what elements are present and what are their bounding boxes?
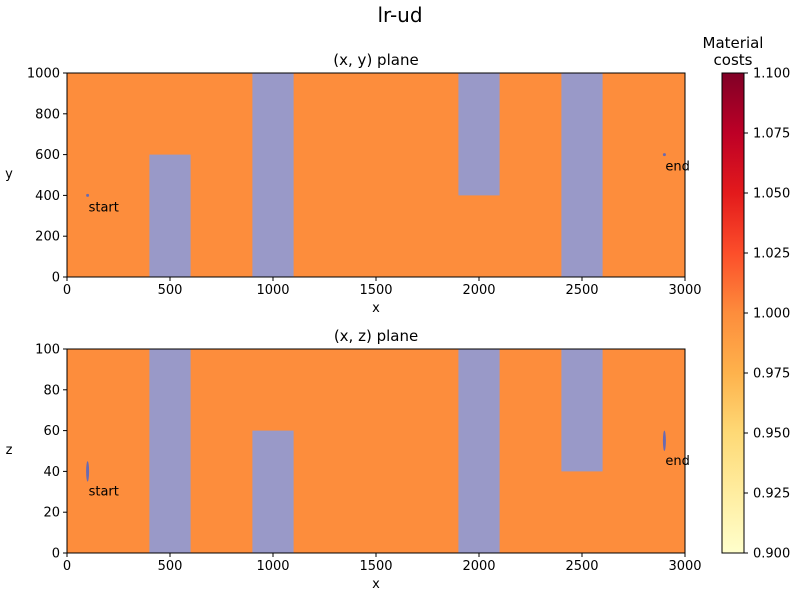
x-tick-label: 2000: [462, 283, 495, 298]
end-marker: [662, 153, 666, 157]
y-tick-label: 80: [43, 383, 60, 398]
x-tick-label: 1000: [256, 559, 289, 574]
colorbar: Material costs 0.900 0.925 0.950 0.975 1.000…: [703, 34, 791, 562]
y-tick-label: 400: [35, 189, 60, 204]
y-tick-label: 1000: [27, 67, 60, 82]
obstacle-region: [458, 349, 500, 553]
xz-plane-chart: start end 0 500 1000 1500 2000 2500 3000 0 20 40 60 8…: [6, 327, 702, 592]
xy-plane-chart: start end 0 500 1000 1500 2000 2500 3000 0 200 400 6…: [5, 51, 701, 316]
colorbar-tick-label: 1.050: [753, 187, 790, 202]
y-axis-label: y: [5, 167, 13, 182]
obstacle-region: [252, 430, 294, 553]
x-tick-label: 1000: [256, 283, 289, 298]
panel-title: (x, y) plane: [333, 51, 418, 69]
y-tick-label: 40: [43, 465, 60, 480]
colorbar-ticks: 0.900 0.925 0.950 0.975 1.000 1.025 1.050 1.075…: [744, 67, 790, 562]
x-tick-label: 1500: [359, 559, 392, 574]
panel-title: (x, z) plane: [334, 327, 418, 345]
obstacle-region: [561, 349, 603, 472]
x-tick-label: 2000: [462, 559, 495, 574]
obstacle-region: [561, 73, 603, 277]
colorbar-label-line2: costs: [714, 51, 753, 69]
colorbar-tick-label: 1.000: [753, 307, 790, 322]
start-label: start: [89, 200, 119, 215]
start-marker: [86, 193, 90, 197]
obstacle-region: [252, 73, 294, 277]
x-tick-label: 500: [158, 283, 183, 298]
x-tick-label: 0: [63, 559, 71, 574]
obstacle-region: [149, 349, 191, 553]
end-label: end: [665, 454, 690, 469]
colorbar-tick-label: 0.975: [753, 367, 790, 382]
x-tick-label: 3000: [668, 283, 701, 298]
colorbar-tick-label: 1.025: [753, 247, 790, 262]
y-tick-label: 0: [52, 271, 60, 286]
colorbar-label-line1: Material: [703, 34, 764, 52]
x-axis-label: x: [372, 301, 380, 316]
colorbar-gradient: [721, 72, 745, 554]
y-axis-label: z: [6, 443, 13, 458]
x-axis-label: x: [372, 577, 380, 592]
obstacle-region: [458, 73, 500, 196]
y-tick-label: 800: [35, 107, 60, 122]
colorbar-tick-label: 0.950: [753, 427, 790, 442]
x-tick-label: 0: [63, 283, 71, 298]
colorbar-tick-label: 1.100: [753, 67, 790, 82]
start-marker: [86, 461, 90, 482]
x-tick-label: 500: [158, 559, 183, 574]
x-tick-label: 1500: [359, 283, 392, 298]
end-label: end: [665, 160, 690, 175]
x-tick-label: 3000: [668, 559, 701, 574]
colorbar-tick-label: 0.925: [753, 487, 790, 502]
x-tick-label: 2500: [565, 559, 598, 574]
figure-title: lr-ud: [377, 3, 422, 27]
y-tick-label: 0: [52, 547, 60, 562]
obstacle-region: [149, 154, 191, 277]
y-tick-label: 20: [43, 506, 60, 521]
start-label: start: [89, 485, 119, 500]
end-marker: [662, 430, 666, 451]
y-tick-label: 600: [35, 148, 60, 163]
y-tick-label: 100: [35, 343, 60, 358]
y-tick-label: 200: [35, 230, 60, 245]
colorbar-tick-label: 0.900: [753, 547, 790, 562]
y-tick-label: 60: [43, 424, 60, 439]
colorbar-tick-label: 1.075: [753, 127, 790, 142]
x-tick-label: 2500: [565, 283, 598, 298]
